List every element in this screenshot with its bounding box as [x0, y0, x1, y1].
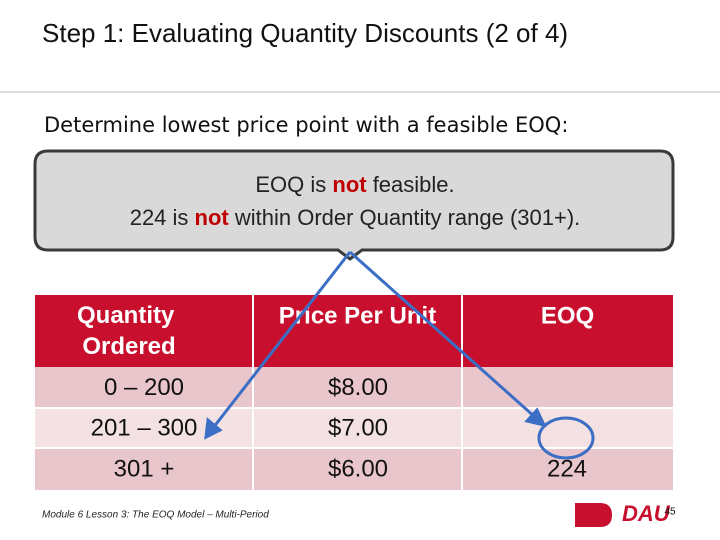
- callout-text: feasible.: [367, 172, 455, 197]
- table-cell: $7.00: [328, 414, 388, 441]
- table-row: [35, 367, 673, 408]
- callout-text: 224 is: [130, 205, 195, 230]
- subtitle: Determine lowest price point with a feas…: [44, 113, 568, 137]
- header-cell: EOQ: [541, 302, 594, 329]
- callout-text: EOQ is: [255, 172, 332, 197]
- callout-line: 224 is not within Order Quantity range (…: [130, 205, 581, 230]
- arrow-line: [349, 250, 537, 420]
- table-cell: 224: [547, 455, 587, 482]
- footer: Module 6 Lesson 3: The EOQ Model – Multi…: [42, 510, 269, 521]
- title-box: Step 1: Evaluating Quantity Discounts (2…: [42, 18, 569, 48]
- table-header: [35, 295, 673, 367]
- table-cell: 301 +: [114, 455, 175, 482]
- callout-box: [33, 149, 675, 261]
- header-cell: Quantity Ordered: [77, 302, 181, 360]
- arrow-line: [211, 251, 352, 429]
- title: Step 1: Evaluating Quantity Discounts (2…: [42, 18, 569, 48]
- table-row: [35, 408, 673, 448]
- arrow-head: [204, 417, 223, 440]
- emphasis: not: [195, 205, 230, 230]
- logo: DAU: [622, 501, 671, 526]
- table-row: [35, 448, 673, 490]
- callout-line: EOQ is not feasible.: [255, 172, 454, 197]
- logo-mark: [575, 503, 612, 527]
- highlight-ellipse: [537, 416, 595, 460]
- emphasis: not: [332, 172, 367, 197]
- table-cell: $8.00: [328, 374, 388, 401]
- arrows: [204, 250, 595, 460]
- table-cell: 0 – 200: [104, 374, 184, 401]
- arrow-head: [524, 407, 547, 428]
- callout-text: within Order Quantity range (301+).: [229, 205, 581, 230]
- table-cell: 201 – 300: [91, 414, 198, 441]
- page-number: 45: [664, 507, 676, 518]
- table-cell: $6.00: [328, 455, 388, 482]
